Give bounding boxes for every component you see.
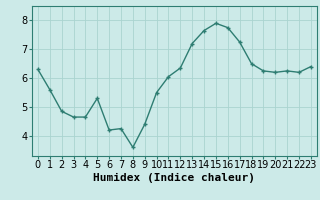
X-axis label: Humidex (Indice chaleur): Humidex (Indice chaleur) bbox=[93, 173, 255, 183]
